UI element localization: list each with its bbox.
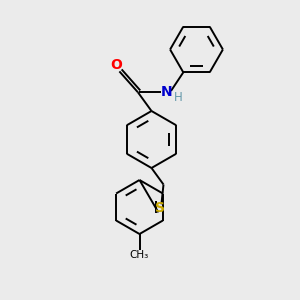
Text: CH₃: CH₃ bbox=[130, 250, 149, 260]
Text: O: O bbox=[110, 58, 122, 72]
Text: N: N bbox=[161, 85, 172, 99]
Text: H: H bbox=[173, 91, 182, 104]
Text: S: S bbox=[155, 201, 165, 215]
